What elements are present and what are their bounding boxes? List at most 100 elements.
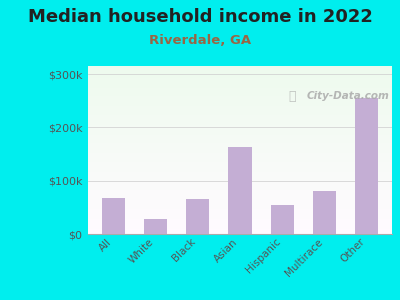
Bar (88, 78, 392, 80)
Bar (88, 69, 392, 71)
Bar (88, 232, 392, 234)
Bar (88, 83, 392, 85)
Bar (88, 76, 392, 78)
Bar (88, 190, 392, 192)
Bar (88, 185, 392, 187)
Bar (88, 93, 392, 94)
Bar (88, 169, 392, 170)
Bar (88, 182, 392, 184)
Bar (88, 113, 392, 115)
Bar (88, 227, 392, 229)
Bar (88, 91, 392, 93)
Bar (88, 219, 392, 220)
Bar (88, 222, 392, 224)
Bar (88, 170, 392, 172)
Bar (88, 200, 392, 202)
Bar (88, 212, 392, 214)
Bar (88, 135, 392, 136)
Bar (88, 73, 392, 74)
Bar (88, 68, 392, 69)
Bar (88, 175, 392, 177)
Bar (88, 167, 392, 169)
Bar (186, 199, 209, 234)
Bar (88, 108, 392, 110)
Bar (88, 81, 392, 83)
Bar (88, 85, 392, 86)
Bar (88, 206, 392, 207)
Bar (88, 172, 392, 173)
Bar (88, 220, 392, 222)
Bar (88, 130, 392, 131)
Bar (88, 209, 392, 211)
Bar (88, 89, 392, 91)
Bar (88, 160, 392, 162)
Bar (88, 148, 392, 150)
Bar (88, 74, 392, 76)
Bar (88, 145, 392, 147)
Bar (88, 120, 392, 122)
Bar (88, 140, 392, 142)
Bar (88, 164, 392, 165)
Bar (88, 71, 392, 73)
Bar (88, 98, 392, 100)
Bar (88, 177, 392, 178)
Text: Median household income in 2022: Median household income in 2022 (28, 8, 372, 26)
Text: City-Data.com: City-Data.com (307, 91, 390, 101)
Bar (355, 98, 378, 234)
Bar (88, 94, 392, 96)
Bar (88, 136, 392, 138)
Bar (88, 88, 392, 89)
Bar (88, 162, 392, 164)
Bar (88, 138, 392, 140)
Bar (88, 142, 392, 143)
Bar (88, 155, 392, 157)
Bar (88, 231, 392, 232)
Bar (88, 116, 392, 118)
Text: ⓘ: ⓘ (288, 90, 296, 103)
Bar (88, 122, 392, 123)
Bar (88, 199, 392, 200)
Bar (88, 127, 392, 128)
Bar (271, 205, 294, 234)
Bar (88, 158, 392, 160)
Bar (88, 215, 392, 217)
Bar (88, 195, 392, 197)
Bar (88, 133, 392, 135)
Bar (88, 111, 392, 113)
Bar (88, 217, 392, 219)
Bar (88, 128, 392, 130)
Bar (88, 211, 392, 212)
Bar (88, 229, 392, 231)
Bar (88, 66, 392, 68)
Bar (88, 207, 392, 209)
Bar (88, 100, 392, 101)
Bar (88, 173, 392, 175)
Bar (144, 219, 167, 234)
Bar (88, 224, 392, 226)
Bar (88, 123, 392, 125)
Bar (88, 131, 392, 133)
Bar (88, 86, 392, 88)
Bar (88, 189, 392, 190)
Bar (88, 204, 392, 206)
Bar (88, 165, 392, 167)
Bar (88, 118, 392, 120)
Bar (88, 194, 392, 195)
Bar (88, 180, 392, 182)
Bar (88, 226, 392, 227)
Bar (88, 101, 392, 103)
Bar (88, 184, 392, 185)
Bar (88, 103, 392, 105)
Bar (88, 115, 392, 116)
Bar (88, 147, 392, 148)
Bar (88, 202, 392, 204)
Bar (88, 150, 392, 152)
Bar (88, 96, 392, 98)
Bar (88, 157, 392, 158)
Bar (313, 191, 336, 234)
Bar (88, 125, 392, 127)
Bar (88, 110, 392, 111)
Bar (88, 192, 392, 194)
Text: Riverdale, GA: Riverdale, GA (149, 34, 251, 47)
Bar (88, 106, 392, 108)
